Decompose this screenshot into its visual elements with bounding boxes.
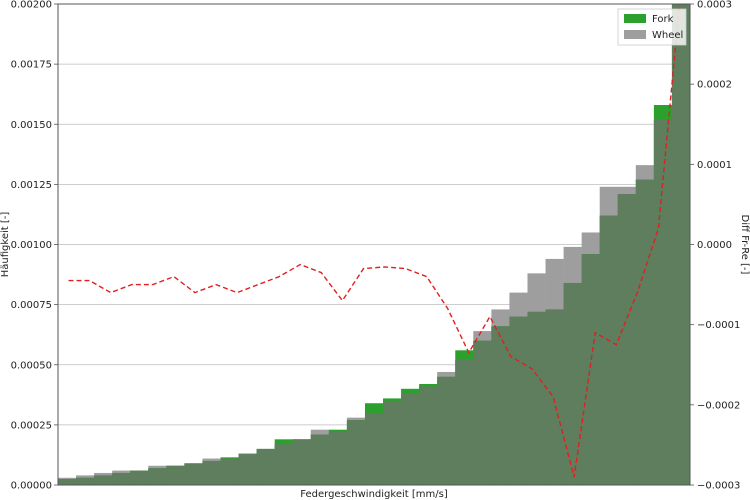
overlap-bar: [653, 119, 673, 485]
overlap-bar: [455, 359, 474, 485]
grid-layer: [58, 63, 690, 426]
overlap-bar: [292, 439, 312, 485]
overlap-bar: [635, 179, 655, 485]
overlap-bar: [220, 458, 239, 485]
overlap-bar: [563, 282, 582, 485]
right-axis-ticks: −0.0003 −0.0002 −0.0001 0.0000 0.0001 0.0002 0…: [690, 0, 740, 492]
y-tick-label: 0.00150: [11, 120, 52, 131]
overlap-bar: [256, 448, 275, 485]
y2-tick-label: −0.0003: [697, 481, 740, 492]
overlap-bar: [148, 468, 167, 485]
legend-label-fork: Fork: [652, 14, 674, 25]
y-tick-label: 0.00025: [11, 420, 52, 431]
overlap-bar: [130, 470, 149, 485]
overlap-bar: [274, 444, 294, 485]
overlap-bar: [202, 460, 221, 485]
y2-tick-label: 0.0002: [697, 80, 732, 91]
y-tick-label: 0.00200: [11, 0, 52, 11]
overlap-bar: [166, 465, 185, 485]
right-axis-title: Diff Fr-Re [-]: [739, 215, 750, 275]
diff-line-layer: [68, 3, 681, 478]
overlap-bar: [238, 453, 257, 485]
overlap-bar: [328, 432, 348, 485]
legend-swatch-wheel: [624, 30, 646, 39]
overlap-bars: [58, 4, 691, 485]
overlap-bar: [76, 477, 95, 485]
overlap-bar: [545, 309, 564, 485]
left-axis-ticks: 0.00000 0.00025 0.00050 0.00075 0.00100 0.001…: [11, 0, 58, 492]
overlap-bar: [383, 400, 402, 485]
overlap-bar: [509, 316, 528, 485]
overlap-bar: [437, 376, 456, 485]
overlap-bar: [617, 193, 637, 485]
overlap-bar: [527, 311, 546, 485]
y2-tick-label: −0.0002: [697, 400, 740, 411]
y-tick-label: 0.00100: [11, 240, 52, 251]
y2-tick-label: 0.0003: [697, 0, 732, 11]
x-axis-title: Federgeschwindigkeit [mm/s]: [300, 489, 448, 500]
legend: Fork Wheel: [617, 8, 687, 46]
y-tick-label: 0.00000: [11, 481, 52, 492]
y-tick-label: 0.00050: [11, 360, 52, 371]
overlap-bar: [58, 478, 77, 485]
overlap-bar: [184, 463, 203, 485]
overlap-bar: [112, 472, 131, 485]
y-tick-label: 0.00075: [11, 300, 52, 311]
overlap-bar: [491, 326, 510, 485]
overlap-bar: [310, 434, 330, 485]
diff-line: [68, 3, 681, 478]
overlap-bar: [581, 254, 601, 485]
overlap-bar: [94, 475, 113, 485]
y2-tick-label: 0.0000: [697, 240, 732, 251]
legend-label-wheel: Wheel: [652, 30, 683, 41]
overlap-bar: [364, 412, 384, 485]
overlap-bar: [473, 340, 492, 485]
overlap-bar: [599, 215, 619, 485]
y2-tick-label: −0.0001: [697, 320, 740, 331]
y-tick-label: 0.00175: [11, 60, 52, 71]
overlap-bar: [346, 420, 366, 485]
overlap-bar: [401, 393, 420, 485]
overlap-bar: [419, 386, 438, 485]
legend-swatch-fork: [624, 14, 646, 23]
overlap-bar: [671, 4, 691, 485]
left-axis-title: Häufigkeit [-]: [0, 212, 11, 278]
y-tick-label: 0.00125: [11, 180, 52, 191]
y2-tick-label: 0.0001: [697, 160, 732, 171]
